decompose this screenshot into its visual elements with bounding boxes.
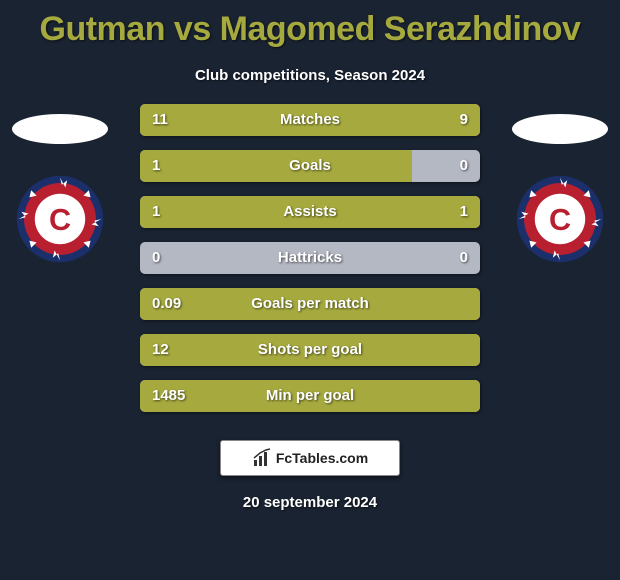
stat-row: 0.09Goals per match	[140, 288, 480, 320]
stat-label: Assists	[140, 196, 480, 228]
stat-label: Shots per goal	[140, 334, 480, 366]
stat-value-right: 0	[460, 242, 468, 274]
comparison-arena: C C 11Matches91Goals01Assists10Hattricks…	[0, 104, 620, 434]
page-title: Gutman vs Magomed Serazhdinov	[0, 0, 620, 49]
stat-row: 0Hattricks0	[140, 242, 480, 274]
team-badge-right: C	[515, 174, 605, 264]
badge-letter: C	[549, 203, 571, 237]
stat-label: Goals per match	[140, 288, 480, 320]
player-ellipse-left	[12, 114, 108, 144]
player-ellipse-right	[512, 114, 608, 144]
stat-label: Goals	[140, 150, 480, 182]
subtitle: Club competitions, Season 2024	[0, 67, 620, 84]
stat-label: Hattricks	[140, 242, 480, 274]
chart-icon	[252, 448, 272, 468]
team-badge-left: C	[15, 174, 105, 264]
stat-label: Min per goal	[140, 380, 480, 412]
stat-row: 1Goals0	[140, 150, 480, 182]
stat-value-right: 0	[460, 150, 468, 182]
stat-row: 12Shots per goal	[140, 334, 480, 366]
stat-row: 11Matches9	[140, 104, 480, 136]
stat-label: Matches	[140, 104, 480, 136]
stat-row: 1Assists1	[140, 196, 480, 228]
footer-date: 20 september 2024	[0, 494, 620, 511]
stat-rows: 11Matches91Goals01Assists10Hattricks00.0…	[140, 104, 480, 426]
brand-logo: FcTables.com	[220, 440, 400, 476]
stat-value-right: 1	[460, 196, 468, 228]
brand-text: FcTables.com	[276, 450, 368, 466]
stat-row: 1485Min per goal	[140, 380, 480, 412]
stat-value-right: 9	[460, 104, 468, 136]
badge-letter: C	[49, 203, 71, 237]
